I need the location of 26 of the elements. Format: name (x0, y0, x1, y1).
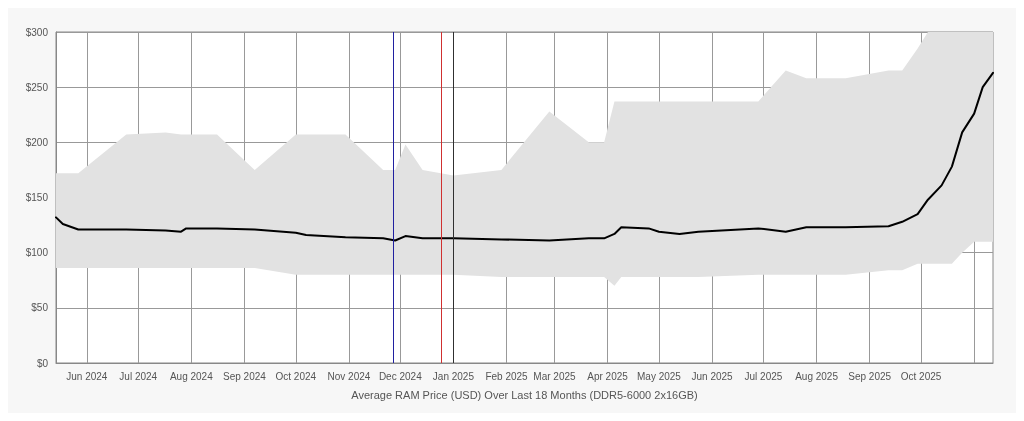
line-series (55, 71, 994, 242)
x-tick-label: Jun 2025 (691, 370, 734, 382)
x-axis-title: Average RAM Price (USD) Over Last 18 Months (DDR5-6000 2x16GB) (351, 388, 698, 401)
x-tick-label: Nov 2024 (327, 370, 371, 382)
x-tick-label: Oct 2024 (275, 370, 317, 382)
x-tick-label: Aug 2024 (169, 370, 214, 382)
x-tick-label: Jun 2024 (66, 370, 108, 382)
x-tick-label: Sep 2024 (223, 370, 267, 382)
y-tick-label: $0 (36, 357, 49, 369)
x-tick-label: Jul 2024 (119, 370, 158, 382)
y-tick-label: $300 (25, 26, 49, 38)
x-tick-label: Sep 2025 (848, 370, 892, 382)
y-tick-label: $250 (25, 81, 49, 93)
x-tick-label: Jan 2025 (432, 370, 475, 382)
y-tick-label: $100 (25, 247, 49, 259)
x-tick-label: Dec 2024 (378, 370, 423, 382)
x-tick-label: Aug 2025 (795, 370, 839, 382)
x-tick-label: Jul 2025 (744, 370, 783, 382)
x-tick-label: Mar 2025 (533, 370, 577, 382)
x-tick-label: May 2025 (637, 370, 682, 382)
y-tick-label: $150 (25, 192, 49, 203)
x-tick-label: Feb 2025 (485, 370, 529, 382)
x-tick-label: Oct 2025 (900, 370, 942, 382)
y-tick-label: $200 (25, 136, 49, 148)
x-tick-label: Apr 2025 (587, 370, 629, 382)
y-tick-label: $50 (31, 302, 49, 314)
